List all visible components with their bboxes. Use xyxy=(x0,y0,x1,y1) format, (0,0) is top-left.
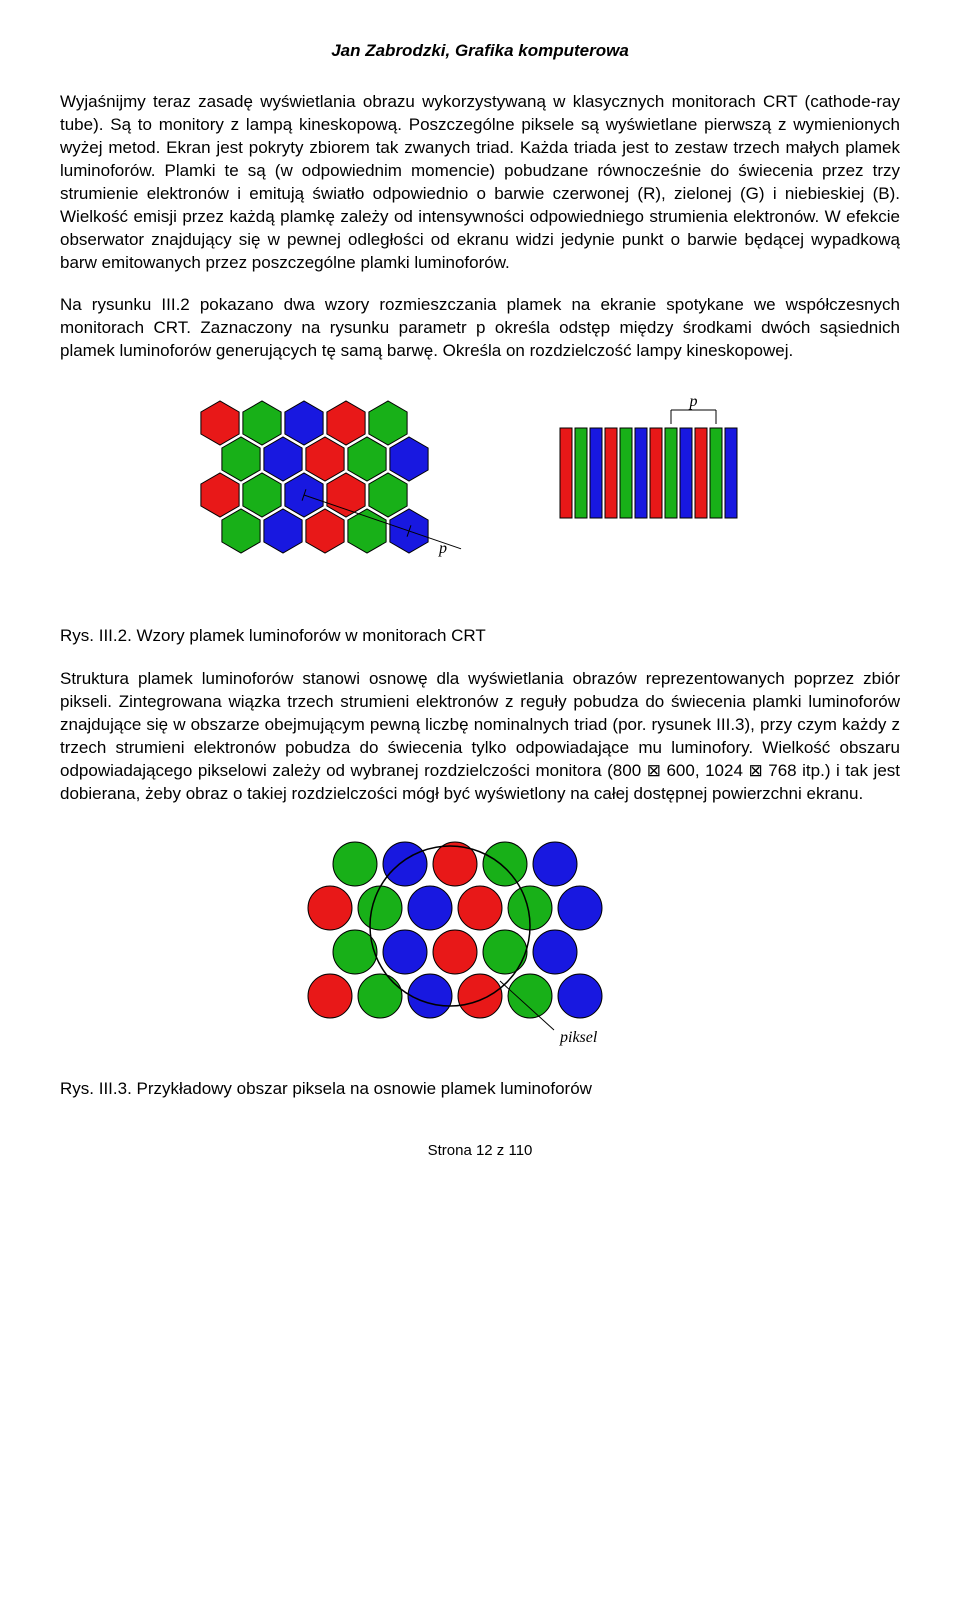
paragraph-2: Na rysunku III.2 pokazano dwa wzory rozm… xyxy=(60,294,900,363)
figure-1-container: p p xyxy=(60,393,900,613)
figure-2-caption: Rys. III.3. Przykładowy obszar piksela n… xyxy=(60,1078,900,1101)
svg-text:p: p xyxy=(438,540,447,557)
figure-1-left-hexdots: p xyxy=(190,393,470,613)
page-footer: Strona 12 z 110 xyxy=(60,1141,900,1161)
paragraph-3: Struktura plamek luminoforów stanowi osn… xyxy=(60,668,900,806)
page-header: Jan Zabrodzki, Grafika komputerowa xyxy=(60,40,900,63)
svg-text:p: p xyxy=(689,393,698,410)
figure-2-container: piksel xyxy=(60,836,900,1066)
svg-text:piksel: piksel xyxy=(559,1029,598,1046)
figure-1-right-stripes: p xyxy=(550,393,770,533)
paragraph-1: Wyjaśnijmy teraz zasadę wyświetlania obr… xyxy=(60,91,900,275)
figure-1-caption: Rys. III.2. Wzory plamek luminoforów w m… xyxy=(60,625,900,648)
figure-2-pixel-dots: piksel xyxy=(300,836,660,1066)
